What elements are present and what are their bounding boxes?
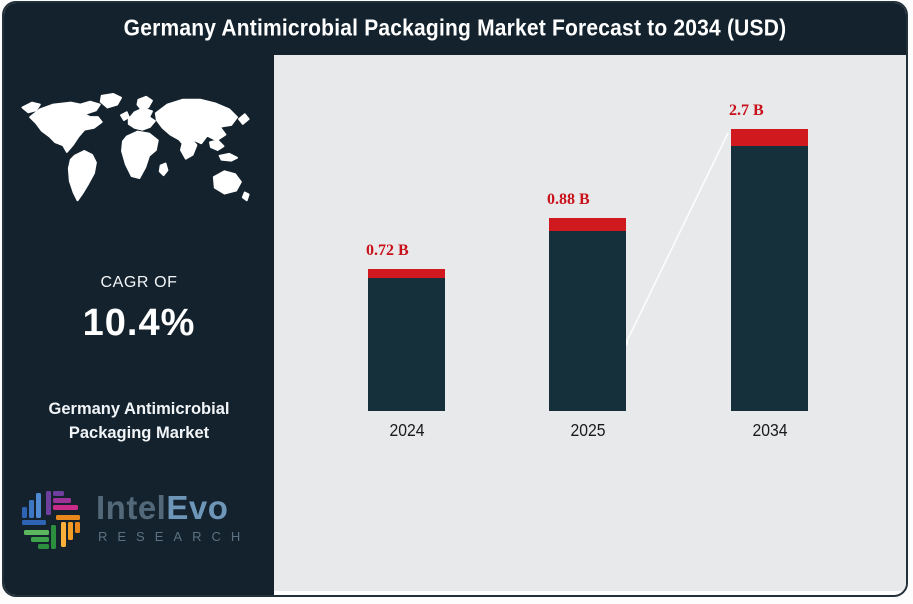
category-label-2025: 2025 — [569, 420, 606, 440]
intelevo-logo-icon — [22, 491, 80, 549]
intelevo-logo-text: IntelEvo RESEARCH — [96, 489, 276, 544]
cagr-label: CAGR OF — [100, 274, 178, 291]
cagr-value: 10.4% — [82, 302, 196, 344]
bar-cap-2025 — [549, 218, 626, 231]
bar-2025 — [549, 218, 626, 411]
bar-cap-2034 — [731, 129, 808, 146]
logo-name-primary: Intel — [96, 489, 167, 526]
value-label-2034: 2.7 B — [729, 102, 764, 119]
bar-2034 — [731, 129, 808, 411]
logo-name-secondary: Evo — [166, 489, 229, 526]
category-label-2034: 2034 — [751, 420, 788, 440]
value-label-2024: 0.72 B — [366, 242, 409, 259]
market-name-line2: Packaging Market — [68, 424, 210, 442]
infographic-card: Germany Antimicrobial Packaging Market F… — [2, 1, 908, 597]
world-map-icon — [21, 92, 250, 202]
bar-2024 — [368, 269, 445, 411]
intelevo-logo-subtitle: RESEARCH — [98, 529, 251, 544]
page-title: Germany Antimicrobial Packaging Market F… — [123, 16, 787, 41]
header-band: Germany Antimicrobial Packaging Market F… — [4, 3, 906, 55]
value-label-2025: 0.88 B — [547, 191, 590, 208]
market-name-line1: Germany Antimicrobial — [48, 400, 230, 418]
sidebar: CAGR OF 10.4% Germany Antimicrobial Pack… — [4, 55, 274, 595]
category-label-2024: 2024 — [388, 420, 425, 440]
market-name: Germany Antimicrobial Packaging Market — [4, 397, 274, 445]
intelevo-logo-name: IntelEvo — [96, 489, 276, 527]
chart-panel: 0.72 B 2024 0.88 B 2025 2.7 B 2034 — [274, 55, 906, 591]
bar-cap-2024 — [368, 269, 445, 278]
